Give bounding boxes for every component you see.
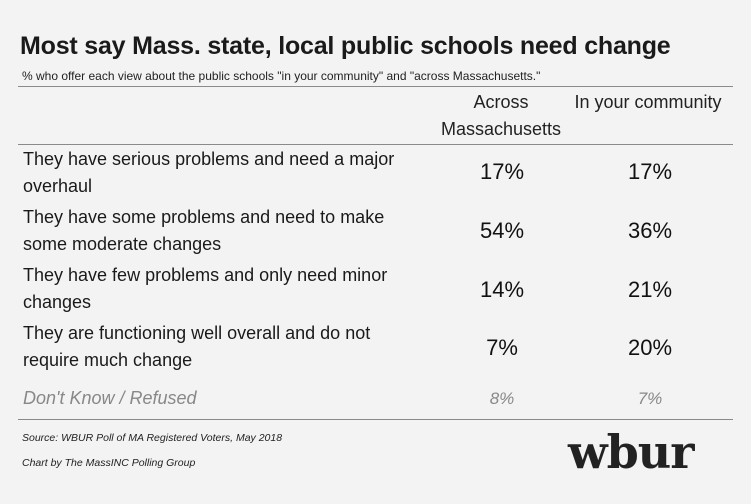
value-some-problems-community: 36% <box>627 218 673 243</box>
value-serious-problems-community: 17% <box>627 159 673 184</box>
wbur-logo: wbur <box>568 425 694 479</box>
value-few-problems-community: 21% <box>627 277 673 302</box>
value-functioning-well-community: 20% <box>627 335 673 360</box>
bottom-rule <box>18 419 733 420</box>
credit-note: Chart by The MassINC Polling Group <box>22 457 196 469</box>
row-label-some-problems: They have some problems and need to make… <box>23 207 385 254</box>
value-dont-know-community: 7% <box>637 389 663 408</box>
value-dont-know-across-ma: 8% <box>489 389 515 408</box>
value-some-problems-across-ma: 54% <box>479 218 525 243</box>
value-serious-problems-across-ma: 17% <box>479 159 525 184</box>
column-header-in-your-community: In your community <box>574 92 722 112</box>
top-rule <box>18 86 733 87</box>
row-label-functioning-well: They are functioning well overall and do… <box>23 323 371 370</box>
header-rule <box>18 144 733 145</box>
value-functioning-well-across-ma: 7% <box>486 335 518 360</box>
row-label-serious-problems: They have serious problems and need a ma… <box>23 149 395 196</box>
value-few-problems-across-ma: 14% <box>479 277 525 302</box>
column-header-across-massachusetts: Across Massachusetts <box>440 92 562 139</box>
source-note: Source: WBUR Poll of MA Registered Voter… <box>22 432 283 444</box>
row-label-few-problems: They have few problems and only need min… <box>23 265 388 312</box>
chart-title: Most say Mass. state, local public schoo… <box>20 32 671 60</box>
row-label-dont-know: Don't Know / Refused <box>23 388 197 408</box>
chart-subtitle: % who offer each view about the public s… <box>22 69 541 83</box>
